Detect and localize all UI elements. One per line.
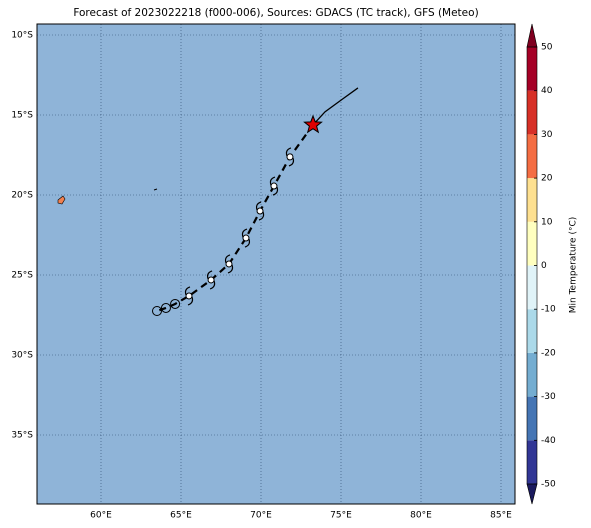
storm-eye [207, 276, 215, 284]
colorbar-tick-label: 50 [541, 43, 553, 53]
colorbar-band [527, 47, 537, 91]
ocean [37, 24, 515, 504]
storm-marker [184, 286, 194, 306]
storm-arm [272, 186, 279, 196]
storm-eye [242, 234, 250, 242]
x-tick-label: 70°E [250, 511, 272, 521]
colorbar-tick-label: 0 [541, 261, 547, 271]
storm-marker [241, 228, 251, 248]
storm-arm [255, 201, 262, 211]
storm-arm [269, 176, 276, 186]
storm-arm [288, 157, 295, 167]
colorbar-tick-label: 10 [541, 217, 553, 227]
storm-arm [206, 270, 213, 280]
storm-marker [255, 201, 265, 221]
storm-arm [285, 147, 292, 157]
storm-eye [225, 260, 233, 268]
colorbar-tick-label: -30 [541, 392, 556, 402]
storm-arm [209, 280, 216, 290]
y-tick-label: 15°S [11, 111, 33, 121]
colorbar-over [526, 23, 538, 48]
map-frame [36, 23, 516, 505]
low-marker [170, 298, 181, 309]
colorbar-tick-label: -20 [541, 348, 556, 358]
colorbar-tick-label: -40 [541, 436, 556, 446]
colorbar-under [526, 483, 538, 505]
colorbar-band [527, 134, 537, 179]
colorbar-band [527, 178, 537, 222]
colorbar-tick-label: -50 [541, 480, 556, 490]
island [57, 195, 66, 205]
storm-eye [256, 207, 264, 215]
y-tick-label: 10°S [11, 31, 33, 41]
storm-marker [224, 254, 234, 274]
x-tick-label: 65°E [170, 511, 192, 521]
x-tick-label: 85°E [490, 511, 512, 521]
island [153, 188, 158, 191]
storm-eye [185, 292, 193, 300]
y-tick-label: 35°S [11, 431, 33, 441]
colorbar-band [527, 440, 537, 484]
x-tick-label: 60°E [90, 511, 112, 521]
storm-arm [224, 254, 231, 264]
y-tick-label: 30°S [11, 351, 33, 361]
y-tick-label: 20°S [11, 191, 33, 201]
low-marker [160, 302, 171, 313]
colorbar-band [527, 309, 537, 353]
colorbar-band [527, 396, 537, 441]
y-tick-label: 25°S [11, 271, 33, 281]
low-marker [152, 306, 162, 316]
colorbar-band [527, 265, 537, 310]
colorbar-band [527, 221, 537, 266]
colorbar-tick-label: 40 [541, 86, 553, 96]
storm-eye [270, 182, 278, 190]
storm-marker [269, 176, 279, 196]
title: Forecast of 2023022218 (f000-006), Sourc… [73, 7, 478, 19]
colorbar-band [527, 90, 537, 135]
colorbar-tick-label: 30 [541, 130, 553, 140]
current-position [303, 114, 323, 134]
colorbar-label: Min Temperature (°C) [569, 217, 579, 314]
storm-arm [187, 296, 194, 306]
storm-marker [285, 147, 295, 167]
storm-marker [206, 270, 216, 290]
colorbar-tick-label: -10 [541, 305, 556, 315]
past-track [312, 87, 359, 126]
x-tick-label: 80°E [410, 511, 432, 521]
colorbar-tick-label: 20 [541, 174, 553, 184]
storm-arm [244, 238, 251, 248]
storm-arm [227, 264, 234, 274]
storm-eye [286, 153, 294, 161]
storm-arm [241, 228, 248, 238]
x-tick-label: 75°E [330, 511, 352, 521]
storm-arm [258, 211, 265, 221]
colorbar-band [527, 352, 537, 397]
storm-arm [184, 286, 191, 296]
